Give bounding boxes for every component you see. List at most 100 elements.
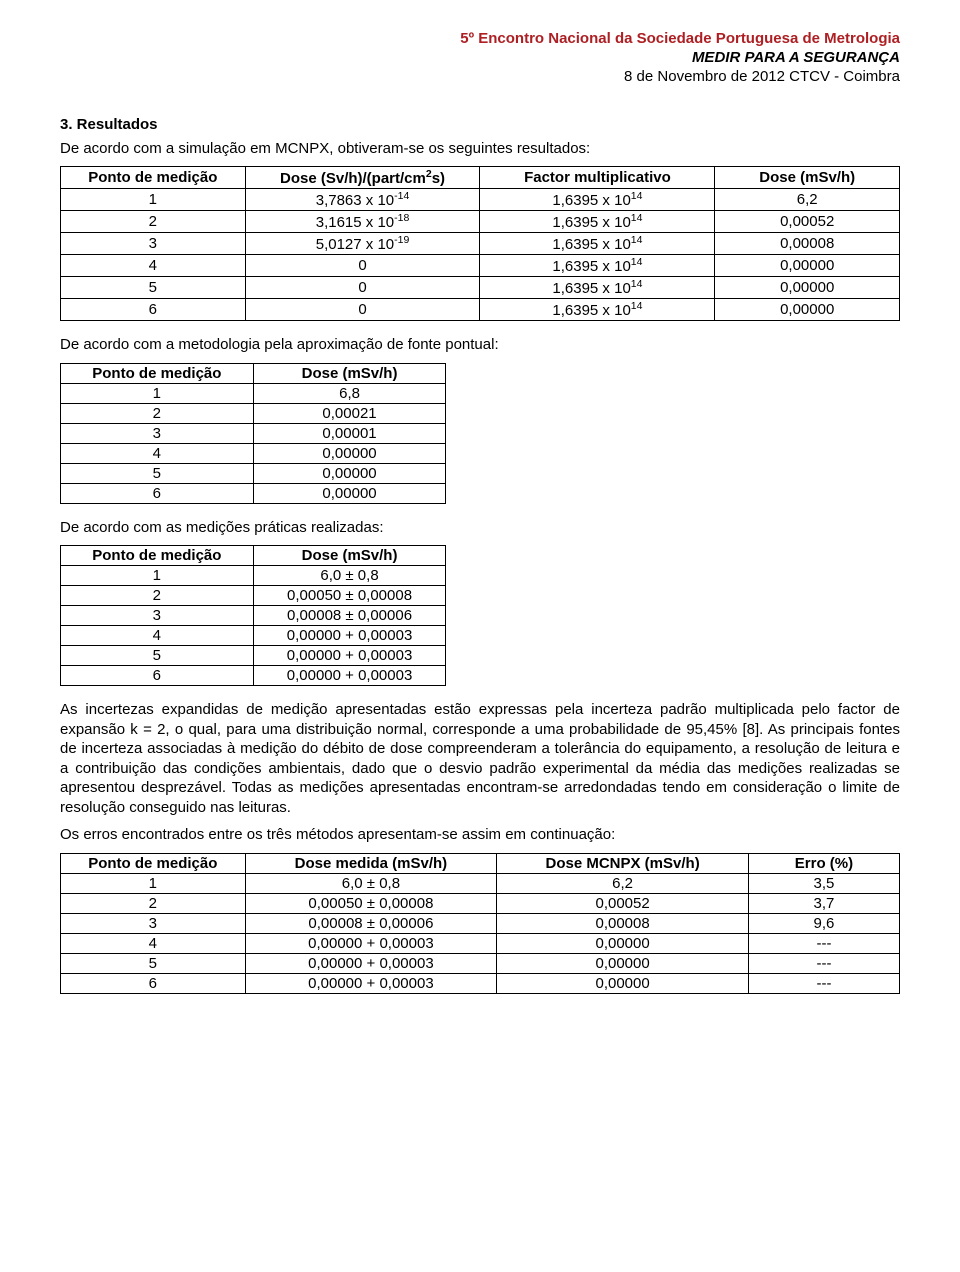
- th: Ponto de medição: [61, 546, 254, 566]
- table-cell: 4: [61, 933, 246, 953]
- table-cell: 1,6395 x 1014: [480, 189, 715, 211]
- table-cell: 5: [61, 953, 246, 973]
- table-cell: 0,00000: [715, 255, 900, 277]
- header-line-2: MEDIR PARA A SEGURANÇA: [60, 49, 900, 66]
- table-cell: 0,00008 ± 0,00006: [253, 606, 446, 626]
- table-header-row: Ponto de medição Dose medida (mSv/h) Dos…: [61, 853, 900, 873]
- table-cell: 0,00000 + 0,00003: [245, 953, 497, 973]
- paragraph: Os erros encontrados entre os três métod…: [60, 825, 900, 845]
- table-cell: 1: [61, 566, 254, 586]
- table-cell: 2: [61, 893, 246, 913]
- table-cell: 0,00000 + 0,00003: [253, 666, 446, 686]
- th: Erro (%): [748, 853, 899, 873]
- table-row: 20,00021: [61, 403, 446, 423]
- paragraph: De acordo com a metodologia pela aproxim…: [60, 335, 900, 355]
- table-cell: 0,00000 + 0,00003: [245, 973, 497, 993]
- th: Factor multiplicativo: [480, 167, 715, 189]
- table-cell: 3,5: [748, 873, 899, 893]
- table-cell: 1,6395 x 1014: [480, 255, 715, 277]
- table-cell: ---: [748, 933, 899, 953]
- table-cell: 0,00000 + 0,00003: [245, 933, 497, 953]
- table-cell: 6: [61, 973, 246, 993]
- table-row: 60,00000: [61, 483, 446, 503]
- table-cell: 3: [61, 423, 254, 443]
- table-row: 13,7863 x 10-141,6395 x 10146,2: [61, 189, 900, 211]
- table-cell: 0,00008 ± 0,00006: [245, 913, 497, 933]
- table-cell: 0,00000: [253, 443, 446, 463]
- table-cell: 3: [61, 913, 246, 933]
- table-cell: 0,00000 + 0,00003: [253, 626, 446, 646]
- table-cell: 3,7: [748, 893, 899, 913]
- table-cell: 1: [61, 383, 254, 403]
- table-row: 35,0127 x 10-191,6395 x 10140,00008: [61, 233, 900, 255]
- table-cell: 0,00000 + 0,00003: [253, 646, 446, 666]
- table-cell: 0,00000: [497, 933, 749, 953]
- page-header: 5º Encontro Nacional da Sociedade Portug…: [60, 30, 900, 85]
- table-cell: 6: [61, 666, 254, 686]
- table-cell: 1,6395 x 1014: [480, 299, 715, 321]
- table-point-source: Ponto de medição Dose (mSv/h) 16,820,000…: [60, 363, 446, 504]
- table-header-row: Ponto de medição Dose (mSv/h): [61, 363, 446, 383]
- table-cell: 6: [61, 299, 246, 321]
- table-cell: 0,00052: [715, 211, 900, 233]
- table-cell: 0,00050 ± 0,00008: [253, 586, 446, 606]
- table-cell: 2: [61, 403, 254, 423]
- table-cell: 2: [61, 211, 246, 233]
- table-cell: 4: [61, 255, 246, 277]
- table-cell: 6,0 ± 0,8: [253, 566, 446, 586]
- table-row: 50,00000 + 0,00003: [61, 646, 446, 666]
- th: Dose (mSv/h): [253, 546, 446, 566]
- table-row: 50,00000 + 0,000030,00000---: [61, 953, 900, 973]
- table-cell: 6,0 ± 0,8: [245, 873, 497, 893]
- th: Dose MCNPX (mSv/h): [497, 853, 749, 873]
- table-row: 50,00000: [61, 463, 446, 483]
- table-cell: 9,6: [748, 913, 899, 933]
- table-row: 16,8: [61, 383, 446, 403]
- table-cell: 5: [61, 646, 254, 666]
- table-row: 401,6395 x 10140,00000: [61, 255, 900, 277]
- table-cell: 3,7863 x 10-14: [245, 189, 480, 211]
- table-cell: 4: [61, 443, 254, 463]
- table-cell: 1,6395 x 1014: [480, 211, 715, 233]
- table-row: 20,00050 ± 0,00008: [61, 586, 446, 606]
- table-cell: 6,2: [715, 189, 900, 211]
- intro-paragraph: De acordo com a simulação em MCNPX, obti…: [60, 139, 900, 159]
- table-row: 601,6395 x 10140,00000: [61, 299, 900, 321]
- table-cell: 5: [61, 277, 246, 299]
- table-errors: Ponto de medição Dose medida (mSv/h) Dos…: [60, 853, 900, 994]
- th: Dose medida (mSv/h): [245, 853, 497, 873]
- table-cell: 0,00000: [497, 953, 749, 973]
- table-cell: 6,8: [253, 383, 446, 403]
- th: Dose (mSv/h): [253, 363, 446, 383]
- th: Dose (Sv/h)/(part/cm2s): [245, 167, 480, 189]
- table-cell: 1: [61, 873, 246, 893]
- table-row: 40,00000 + 0,00003: [61, 626, 446, 646]
- table-body: 13,7863 x 10-141,6395 x 10146,223,1615 x…: [61, 189, 900, 321]
- table-row: 30,00008 ± 0,00006: [61, 606, 446, 626]
- table-row: 30,00008 ± 0,000060,000089,6: [61, 913, 900, 933]
- table-row: 23,1615 x 10-181,6395 x 10140,00052: [61, 211, 900, 233]
- table-cell: 1,6395 x 1014: [480, 233, 715, 255]
- table-row: 16,0 ± 0,86,23,5: [61, 873, 900, 893]
- table-cell: 3: [61, 233, 246, 255]
- table-cell: 3: [61, 606, 254, 626]
- table-cell: 0,00000: [253, 463, 446, 483]
- table-row: 501,6395 x 10140,00000: [61, 277, 900, 299]
- table-row: 60,00000 + 0,00003: [61, 666, 446, 686]
- table-row: 30,00001: [61, 423, 446, 443]
- table-row: 16,0 ± 0,8: [61, 566, 446, 586]
- table-row: 20,00050 ± 0,000080,000523,7: [61, 893, 900, 913]
- table-cell: 6: [61, 483, 254, 503]
- table-cell: 0,00000: [253, 483, 446, 503]
- table-row: 40,00000 + 0,000030,00000---: [61, 933, 900, 953]
- table-body: 16,0 ± 0,820,00050 ± 0,0000830,00008 ± 0…: [61, 566, 446, 686]
- table-cell: 5,0127 x 10-19: [245, 233, 480, 255]
- table-cell: 2: [61, 586, 254, 606]
- section-title: 3. Resultados: [60, 115, 900, 135]
- table-cell: 0,00050 ± 0,00008: [245, 893, 497, 913]
- table-cell: ---: [748, 973, 899, 993]
- header-line-3: 8 de Novembro de 2012 CTCV - Coimbra: [60, 68, 900, 85]
- table-cell: 1,6395 x 1014: [480, 277, 715, 299]
- uncertainty-paragraph: As incertezas expandidas de medição apre…: [60, 700, 900, 817]
- table-row: 40,00000: [61, 443, 446, 463]
